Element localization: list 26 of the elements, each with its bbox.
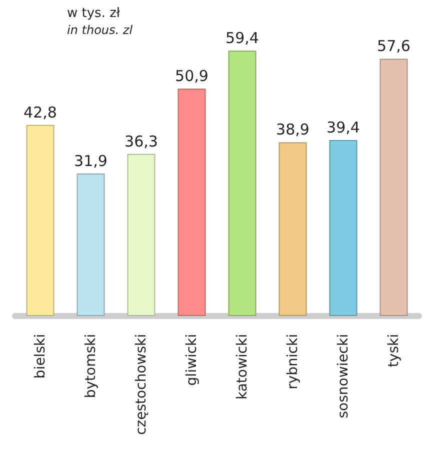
data-label: 57,6 <box>377 37 410 56</box>
data-label: 36,3 <box>124 132 158 150</box>
x-tick-label: sosnowiecki <box>335 334 352 418</box>
bar <box>228 50 256 316</box>
bar <box>26 124 54 316</box>
data-label: 39,4 <box>326 118 360 137</box>
x-tick-label: tyski <box>386 334 402 368</box>
bar <box>127 154 156 316</box>
x-tick-label: gliwicki <box>184 334 200 386</box>
chart-subtitle: in thous. zl <box>67 23 134 37</box>
x-tick-label: rybnicki <box>284 334 301 390</box>
bar <box>278 142 307 316</box>
bar <box>380 58 408 316</box>
chart-title: w tys. zł <box>67 6 120 21</box>
x-tick-label: bielski <box>32 334 48 379</box>
data-label: 59,4 <box>226 29 259 48</box>
x-tick-label: częstochowski <box>133 334 150 435</box>
data-label: 31,9 <box>74 152 108 170</box>
bar <box>178 88 206 316</box>
x-tick-label: bytomski <box>82 334 99 398</box>
data-label: 50,9 <box>175 67 208 86</box>
data-label: 42,8 <box>24 103 57 122</box>
x-tick-label: katowicki <box>234 334 250 400</box>
data-label: 38,9 <box>276 120 310 139</box>
bar <box>329 140 358 316</box>
bar <box>76 174 105 316</box>
